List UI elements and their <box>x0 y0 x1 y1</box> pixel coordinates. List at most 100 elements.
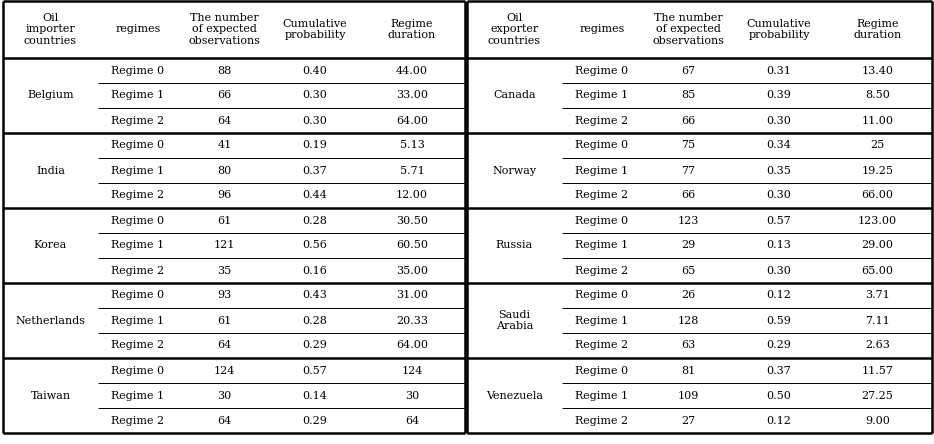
Text: 96: 96 <box>218 190 232 201</box>
Text: 44.00: 44.00 <box>396 66 428 75</box>
Text: 77: 77 <box>682 166 696 175</box>
Text: Regime 2: Regime 2 <box>111 416 164 425</box>
Text: Regime 2: Regime 2 <box>575 115 629 126</box>
Text: Regime
duration: Regime duration <box>388 19 436 40</box>
Text: 0.43: 0.43 <box>303 290 328 301</box>
Text: 124: 124 <box>402 365 423 376</box>
Text: Regime 0: Regime 0 <box>111 66 164 75</box>
Text: 31.00: 31.00 <box>396 290 428 301</box>
Text: 65: 65 <box>682 266 696 275</box>
Text: 5.71: 5.71 <box>400 166 424 175</box>
Text: 93: 93 <box>218 290 232 301</box>
Text: 11.00: 11.00 <box>861 115 894 126</box>
Text: 35.00: 35.00 <box>396 266 428 275</box>
Text: Regime
duration: Regime duration <box>854 19 901 40</box>
Text: 64: 64 <box>218 416 232 425</box>
Text: Regime 0: Regime 0 <box>111 215 164 226</box>
Text: Regime 1: Regime 1 <box>575 91 629 100</box>
Text: 30.50: 30.50 <box>396 215 428 226</box>
Text: 60.50: 60.50 <box>396 241 428 250</box>
Text: Regime 1: Regime 1 <box>575 391 629 400</box>
Text: Regime 0: Regime 0 <box>111 140 164 151</box>
Text: 0.37: 0.37 <box>767 365 791 376</box>
Text: 0.31: 0.31 <box>767 66 791 75</box>
Text: 0.57: 0.57 <box>303 365 328 376</box>
Text: 30: 30 <box>218 391 232 400</box>
Text: 0.29: 0.29 <box>303 416 328 425</box>
Text: 0.30: 0.30 <box>767 266 791 275</box>
Text: 0.40: 0.40 <box>303 66 328 75</box>
Text: 3.71: 3.71 <box>865 290 890 301</box>
Text: 81: 81 <box>682 365 696 376</box>
Text: 0.12: 0.12 <box>767 416 791 425</box>
Text: 0.59: 0.59 <box>767 316 791 325</box>
Text: 63: 63 <box>682 341 696 350</box>
Text: Cumulative
probability: Cumulative probability <box>283 19 347 40</box>
Text: Regime 1: Regime 1 <box>575 241 629 250</box>
Text: 0.28: 0.28 <box>303 215 328 226</box>
Text: Cumulative
probability: Cumulative probability <box>746 19 812 40</box>
Text: Regime 0: Regime 0 <box>111 290 164 301</box>
Text: Belgium: Belgium <box>27 91 74 100</box>
Text: Oil
exporter
countries: Oil exporter countries <box>488 13 541 46</box>
Text: Regime 1: Regime 1 <box>111 241 164 250</box>
Text: Regime 0: Regime 0 <box>575 215 629 226</box>
Text: 85: 85 <box>682 91 696 100</box>
Text: Regime 2: Regime 2 <box>111 190 164 201</box>
Text: Russia: Russia <box>496 241 533 250</box>
Text: 0.19: 0.19 <box>303 140 328 151</box>
Text: 0.30: 0.30 <box>767 115 791 126</box>
Text: 0.28: 0.28 <box>303 316 328 325</box>
Text: Norway: Norway <box>492 166 536 175</box>
Text: 0.34: 0.34 <box>767 140 791 151</box>
Text: Venezuela: Venezuela <box>486 391 543 400</box>
Text: 0.57: 0.57 <box>767 215 791 226</box>
Text: Oil
importer
countries: Oil importer countries <box>24 13 78 46</box>
Text: 7.11: 7.11 <box>865 316 890 325</box>
Text: 8.50: 8.50 <box>865 91 890 100</box>
Text: 30: 30 <box>404 391 419 400</box>
Text: Regime 2: Regime 2 <box>575 266 629 275</box>
Text: 0.35: 0.35 <box>767 166 791 175</box>
Text: 0.13: 0.13 <box>767 241 791 250</box>
Text: 128: 128 <box>678 316 700 325</box>
Text: 0.30: 0.30 <box>303 91 328 100</box>
Text: Korea: Korea <box>34 241 67 250</box>
Text: 66: 66 <box>218 91 232 100</box>
Text: Canada: Canada <box>493 91 536 100</box>
Text: 12.00: 12.00 <box>396 190 428 201</box>
Text: 35: 35 <box>218 266 232 275</box>
Text: 9.00: 9.00 <box>865 416 890 425</box>
Text: 0.39: 0.39 <box>767 91 791 100</box>
Text: 75: 75 <box>682 140 696 151</box>
Text: 0.37: 0.37 <box>303 166 328 175</box>
Text: 2.63: 2.63 <box>865 341 890 350</box>
Text: 0.16: 0.16 <box>303 266 328 275</box>
Text: 0.29: 0.29 <box>767 341 791 350</box>
Text: Regime 2: Regime 2 <box>111 266 164 275</box>
Text: The number
of expected
observations: The number of expected observations <box>653 13 725 46</box>
Text: Regime 1: Regime 1 <box>575 166 629 175</box>
Text: Regime 2: Regime 2 <box>575 190 629 201</box>
Text: 5.13: 5.13 <box>400 140 424 151</box>
Text: 123: 123 <box>678 215 700 226</box>
Text: Regime 1: Regime 1 <box>111 166 164 175</box>
Text: 27: 27 <box>682 416 696 425</box>
Text: 0.56: 0.56 <box>303 241 328 250</box>
Text: Regime 0: Regime 0 <box>575 290 629 301</box>
Text: 64: 64 <box>218 115 232 126</box>
Text: 0.30: 0.30 <box>303 115 328 126</box>
Text: 61: 61 <box>218 215 232 226</box>
Text: 13.40: 13.40 <box>861 66 894 75</box>
Text: 0.12: 0.12 <box>767 290 791 301</box>
Text: 124: 124 <box>214 365 235 376</box>
Text: 64.00: 64.00 <box>396 341 428 350</box>
Text: 66: 66 <box>682 115 696 126</box>
Text: 121: 121 <box>214 241 235 250</box>
Text: regimes: regimes <box>579 24 625 35</box>
Text: Regime 1: Regime 1 <box>575 316 629 325</box>
Text: Netherlands: Netherlands <box>16 316 86 325</box>
Text: 25: 25 <box>870 140 884 151</box>
Text: The number
of expected
observations: The number of expected observations <box>189 13 261 46</box>
Text: 88: 88 <box>218 66 232 75</box>
